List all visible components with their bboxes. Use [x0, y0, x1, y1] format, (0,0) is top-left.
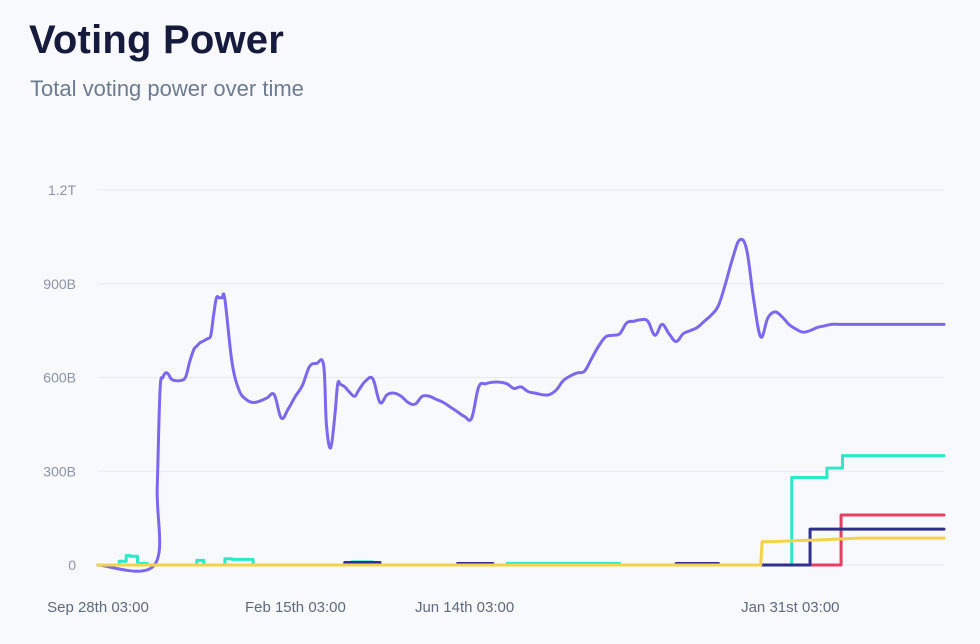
x-tick-label: Feb 15th 03:00 [245, 599, 346, 616]
gridlines [98, 189, 944, 566]
series-line-5[interactable] [96, 536, 946, 567]
y-tick-label: 0 [68, 557, 76, 573]
y-tick-label: 300B [43, 463, 76, 479]
series-line-1[interactable] [96, 237, 946, 573]
y-tick-label: 900B [43, 276, 76, 292]
series-group [96, 237, 946, 573]
page-title: Voting Power [29, 18, 284, 62]
x-axis: Sep 28th 03:00 Feb 15th 03:00 Jun 14th 03:… [47, 599, 839, 616]
x-tick-label: Jun 14th 03:00 [415, 599, 514, 616]
y-axis: 0 300B 600B 900B 1.2T [43, 182, 76, 573]
page-subtitle: Total voting power over time [30, 76, 304, 101]
y-tick-label: 600B [43, 370, 76, 386]
series-line-2[interactable] [96, 454, 946, 567]
x-tick-label: Sep 28th 03:00 [47, 599, 149, 616]
x-tick-label: Jan 31st 03:00 [741, 599, 839, 616]
y-tick-label: 1.2T [48, 182, 76, 198]
